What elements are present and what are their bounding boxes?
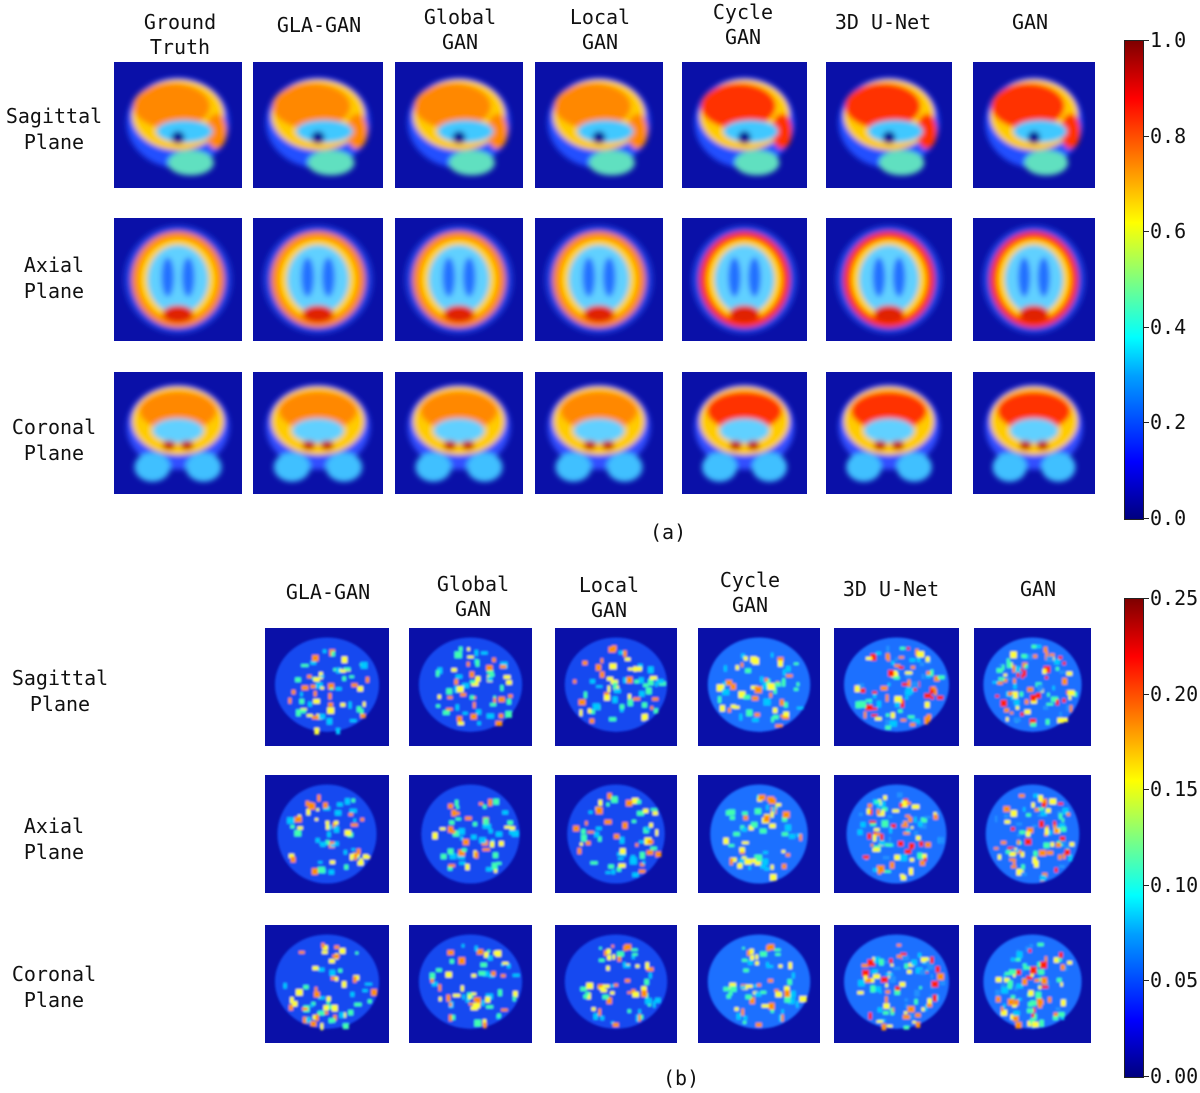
synthesized-sagittal-image (682, 62, 807, 188)
colorbar-tick-label: 0.00 (1150, 1064, 1199, 1088)
panel-caption: (b) (663, 1066, 700, 1090)
error-map-axial-image (698, 775, 820, 893)
col-header: GLA-GAN (285, 580, 371, 604)
row-label: Sagittal Plane (5, 104, 103, 154)
error-map-axial-image (555, 775, 677, 893)
colorbar-tick-mark (1143, 789, 1149, 791)
colorbar-tick-label: 0.8 (1150, 123, 1187, 148)
col-header: GLA-GAN (276, 13, 362, 37)
colorbar-tick-label: 0.05 (1150, 968, 1199, 993)
colorbar-tick-label: 0.6 (1150, 219, 1187, 244)
colorbar (1124, 40, 1144, 520)
col-header: Cycle GAN (712, 0, 774, 49)
error-map-axial-image (974, 775, 1091, 893)
error-map-coronal-image (265, 925, 389, 1043)
error-map-sagittal-image (555, 628, 677, 746)
colorbar-tick-mark (1143, 598, 1149, 599)
row-label: Axial Plane (23, 253, 85, 303)
colorbar-tick-mark (1143, 40, 1149, 41)
col-header: Local GAN (578, 573, 640, 622)
synthesized-axial-image (253, 218, 383, 341)
colorbar-tick-label: 0.4 (1150, 314, 1187, 339)
col-header: Cycle GAN (719, 568, 781, 617)
error-map-sagittal-image (409, 628, 532, 746)
ground-truth-coronal-image (114, 372, 242, 494)
col-header: GAN (1011, 10, 1049, 34)
synthesized-sagittal-image (973, 62, 1095, 188)
ground-truth-axial-image (114, 218, 242, 341)
colorbar-tick-mark (1143, 693, 1149, 695)
row-label: Sagittal Plane (11, 666, 109, 716)
error-map-coronal-image (555, 925, 677, 1043)
colorbar-tick-label: 0.20 (1150, 681, 1199, 706)
col-header: Ground Truth (143, 10, 217, 59)
synthesized-axial-image (535, 218, 663, 341)
col-header: 3D U-Net (834, 10, 932, 34)
error-map-coronal-image (834, 925, 959, 1043)
col-header: Global GAN (436, 572, 510, 621)
colorbar-tick-mark (1143, 980, 1149, 982)
synthesized-axial-image (973, 218, 1095, 341)
row-label: Axial Plane (23, 814, 85, 864)
col-header: Global GAN (423, 5, 497, 54)
error-map-sagittal-image (698, 628, 820, 746)
error-map-coronal-image (698, 925, 820, 1043)
ground-truth-sagittal-image (114, 62, 242, 188)
synthesized-coronal-image (682, 372, 807, 494)
synthesized-coronal-image (826, 372, 952, 494)
colorbar-tick-label: 0.2 (1150, 410, 1187, 435)
colorbar-tick-mark (1143, 135, 1149, 137)
colorbar-tick-mark (1143, 422, 1149, 424)
synthesized-axial-image (395, 218, 523, 341)
error-map-axial-image (834, 775, 959, 893)
synthesized-coronal-image (973, 372, 1095, 494)
error-map-coronal-image (409, 925, 532, 1043)
synthesized-sagittal-image (826, 62, 952, 188)
col-header: Local GAN (569, 5, 631, 54)
colorbar-tick-label: 0.0 (1150, 506, 1187, 530)
error-map-axial-image (409, 775, 532, 893)
synthesized-coronal-image (535, 372, 663, 494)
error-map-sagittal-image (834, 628, 959, 746)
col-header: 3D U-Net (842, 577, 940, 601)
colorbar-tick-label: 1.0 (1150, 28, 1187, 52)
synthesized-axial-image (826, 218, 952, 341)
row-label: Coronal Plane (11, 415, 97, 465)
colorbar-tick-mark (1143, 518, 1149, 519)
synthesized-sagittal-image (535, 62, 663, 188)
colorbar-tick-label: 0.15 (1150, 777, 1199, 802)
colorbar-tick-mark (1143, 1076, 1149, 1077)
synthesized-coronal-image (253, 372, 383, 494)
colorbar (1124, 598, 1144, 1078)
error-map-coronal-image (974, 925, 1091, 1043)
synthesized-coronal-image (395, 372, 523, 494)
colorbar-tick-mark (1143, 326, 1149, 328)
error-map-axial-image (265, 775, 389, 893)
synthesized-sagittal-image (395, 62, 523, 188)
colorbar-tick-label: 0.10 (1150, 872, 1199, 897)
panel-caption: (a) (650, 520, 687, 544)
error-map-sagittal-image (265, 628, 389, 746)
synthesized-sagittal-image (253, 62, 383, 188)
error-map-sagittal-image (974, 628, 1091, 746)
synthesized-axial-image (682, 218, 807, 341)
col-header: GAN (1019, 577, 1057, 601)
colorbar-tick-label: 0.25 (1150, 586, 1199, 610)
colorbar-tick-mark (1143, 884, 1149, 886)
colorbar-tick-mark (1143, 231, 1149, 233)
row-label: Coronal Plane (11, 962, 97, 1012)
